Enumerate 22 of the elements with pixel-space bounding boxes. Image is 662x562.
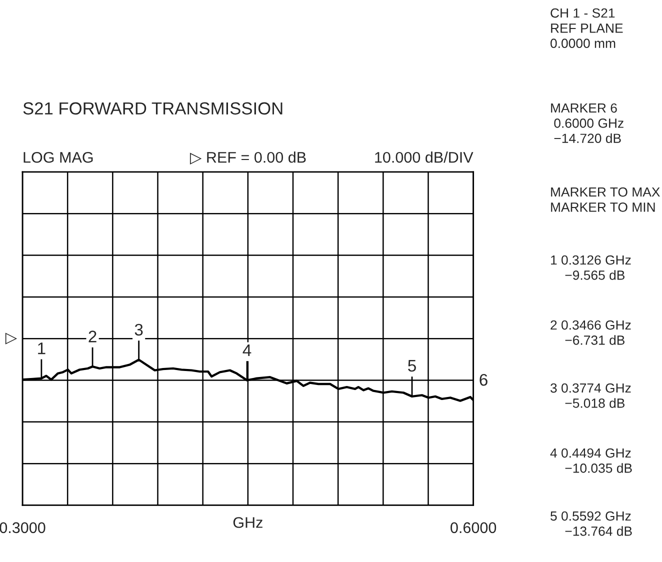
text: 10.000 dB/DIV: [375, 152, 474, 163]
x-tick-label: 0.6000: [450, 522, 496, 534]
text: 5 0.5592 GHz −13.764 dB: [550, 511, 632, 536]
text: 4 0.4494 GHz −10.035 dB: [550, 448, 632, 473]
text: CH 1 - S21 REF PLANE 0.0000 mm: [550, 8, 623, 48]
text: ▷: [5, 332, 18, 344]
annotation: 6: [480, 374, 488, 386]
text: 1 0.3126 GHz −9.565 dB: [551, 255, 631, 280]
text: 2 0.3466 GHz −6.731 dB: [550, 320, 631, 345]
text: MARKER 6 0.6000 GHz −14.720 dB: [551, 103, 624, 144]
text: 3 0.3774 GHz −5.018 dB: [550, 383, 631, 408]
x-axis-title: GHz: [233, 517, 262, 528]
annotation: 4: [242, 344, 252, 356]
annotation: 3: [134, 324, 143, 336]
chart-title: S21 FORWARD TRANSMISSION: [23, 102, 282, 115]
text: ▷ REF = 0.00 dB: [190, 152, 306, 164]
text: MARKER TO MAX MARKER TO MIN: [551, 187, 660, 212]
annotation: 5: [408, 360, 416, 372]
text: LOG MAG: [24, 152, 93, 163]
annotation: 2: [88, 330, 96, 342]
annotation: 1: [38, 342, 46, 354]
x-tick-label: 0.3000: [0, 522, 46, 534]
